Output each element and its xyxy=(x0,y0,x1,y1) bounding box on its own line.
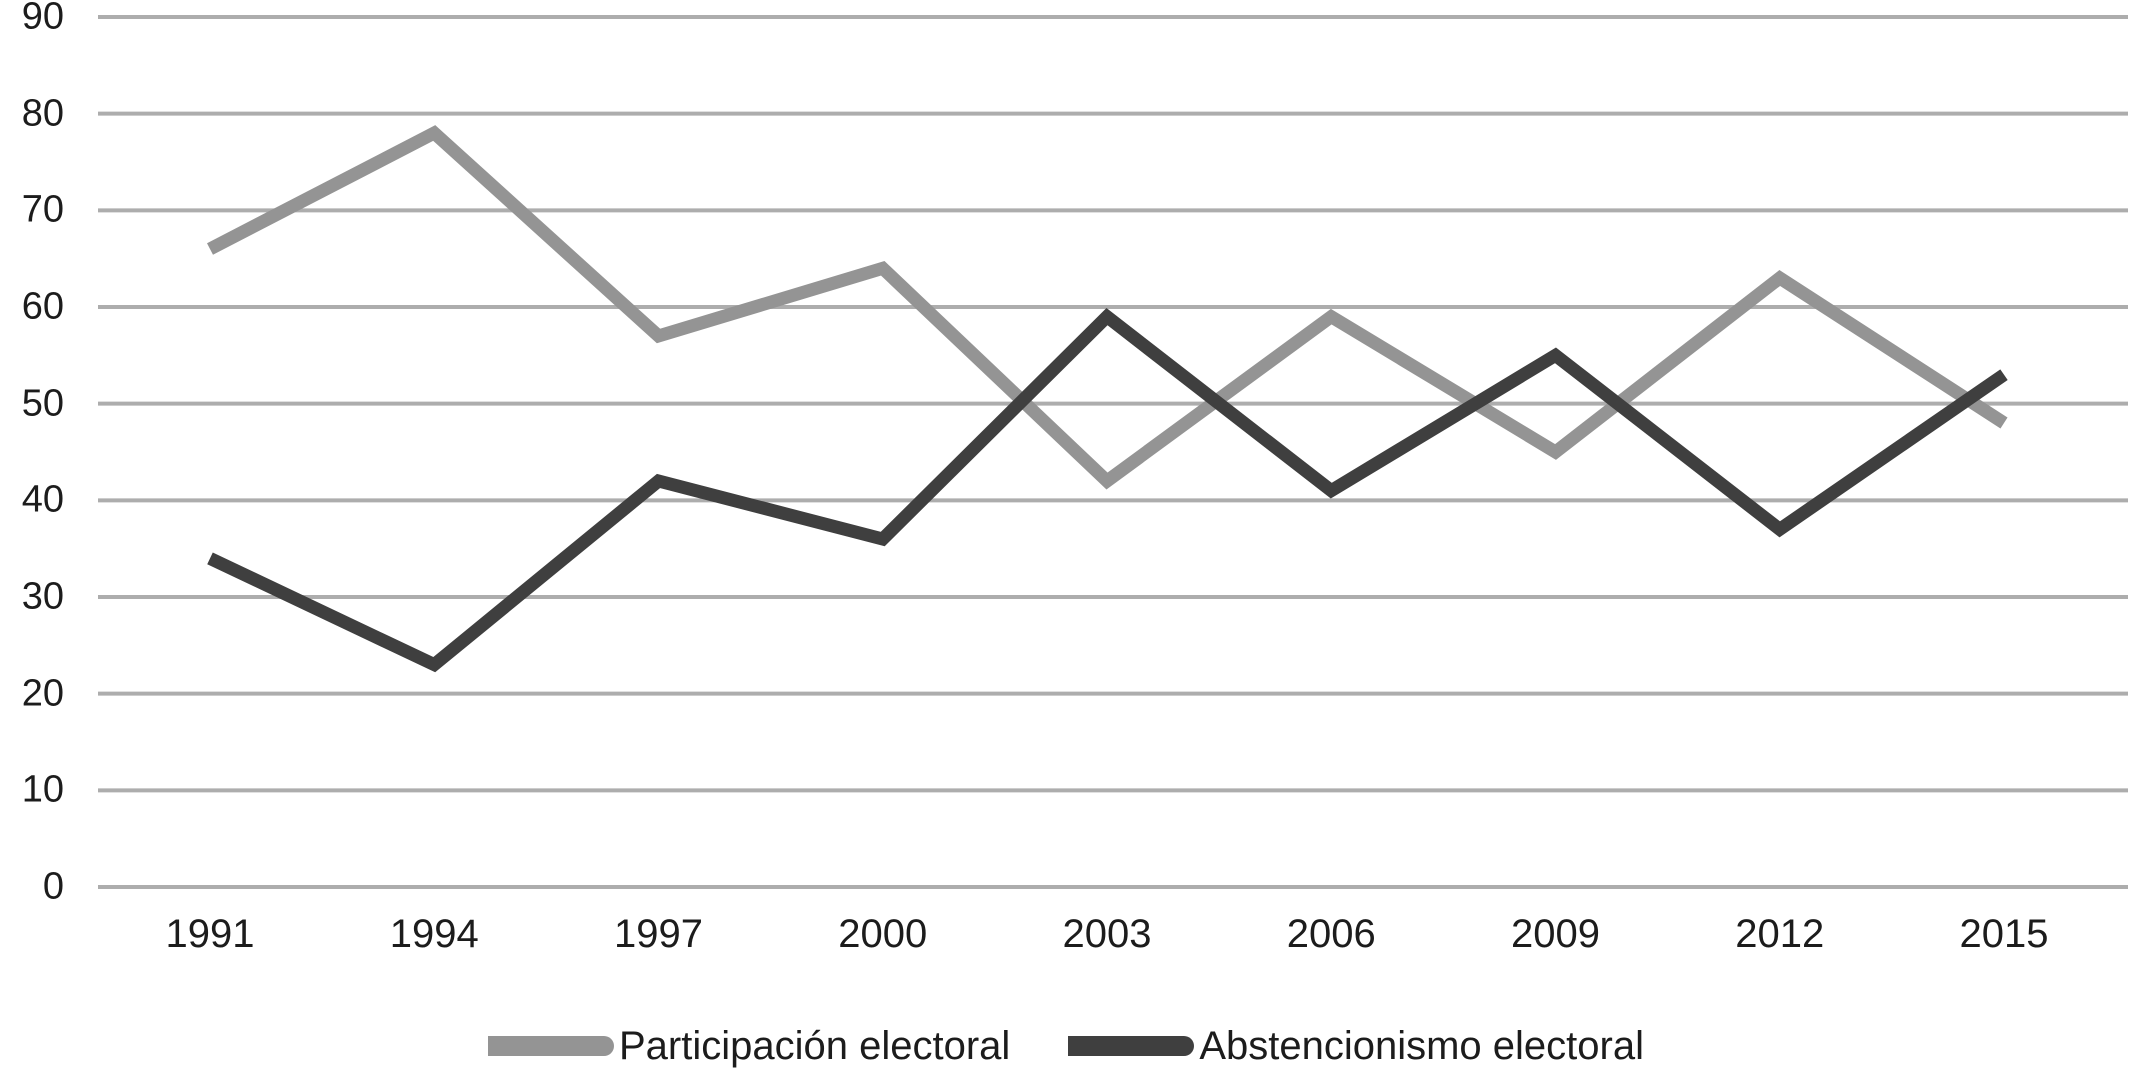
y-tick-label-0: 0 xyxy=(42,865,64,908)
legend-label-participacion: Participación electoral xyxy=(619,1023,1011,1068)
y-tick-label-50: 50 xyxy=(21,382,64,425)
x-tick-label-2009: 2009 xyxy=(1511,912,1600,956)
x-tick-label-1997: 1997 xyxy=(614,912,703,956)
x-tick-label-2015: 2015 xyxy=(1959,912,2049,956)
x-tick-label-2003: 2003 xyxy=(1062,912,1152,956)
y-tick-label-60: 60 xyxy=(21,285,64,328)
y-tick-label-40: 40 xyxy=(21,478,64,521)
abstencionismo-line-swatch-icon xyxy=(1068,1036,1195,1056)
series-line-1 xyxy=(207,308,2008,673)
series-line-0 xyxy=(207,125,2008,490)
x-tick-label-2006: 2006 xyxy=(1286,912,1376,956)
y-tick-label-20: 20 xyxy=(21,672,64,715)
y-tick-label-30: 30 xyxy=(21,575,64,618)
y-tick-label-90: 90 xyxy=(21,0,64,38)
x-tick-label-1994: 1994 xyxy=(389,912,479,956)
x-tick-label-2000: 2000 xyxy=(838,912,928,956)
legend-label-abstencionismo: Abstencionismo electoral xyxy=(1199,1023,1644,1068)
participacion-line-swatch-icon xyxy=(488,1036,614,1056)
legend-item-abstencionismo: Abstencionismo electoral xyxy=(1068,1024,1644,1069)
x-tick-label-2012: 2012 xyxy=(1735,912,1825,956)
y-tick-label-70: 70 xyxy=(21,188,64,231)
y-tick-label-10: 10 xyxy=(21,768,64,811)
x-tick-label-1991: 1991 xyxy=(165,912,255,956)
y-tick-label-80: 80 xyxy=(21,92,64,135)
chart-legend: Participación electoral Abstencionismo e… xyxy=(0,1018,2132,1074)
legend-item-participacion: Participación electoral xyxy=(488,1024,1010,1069)
